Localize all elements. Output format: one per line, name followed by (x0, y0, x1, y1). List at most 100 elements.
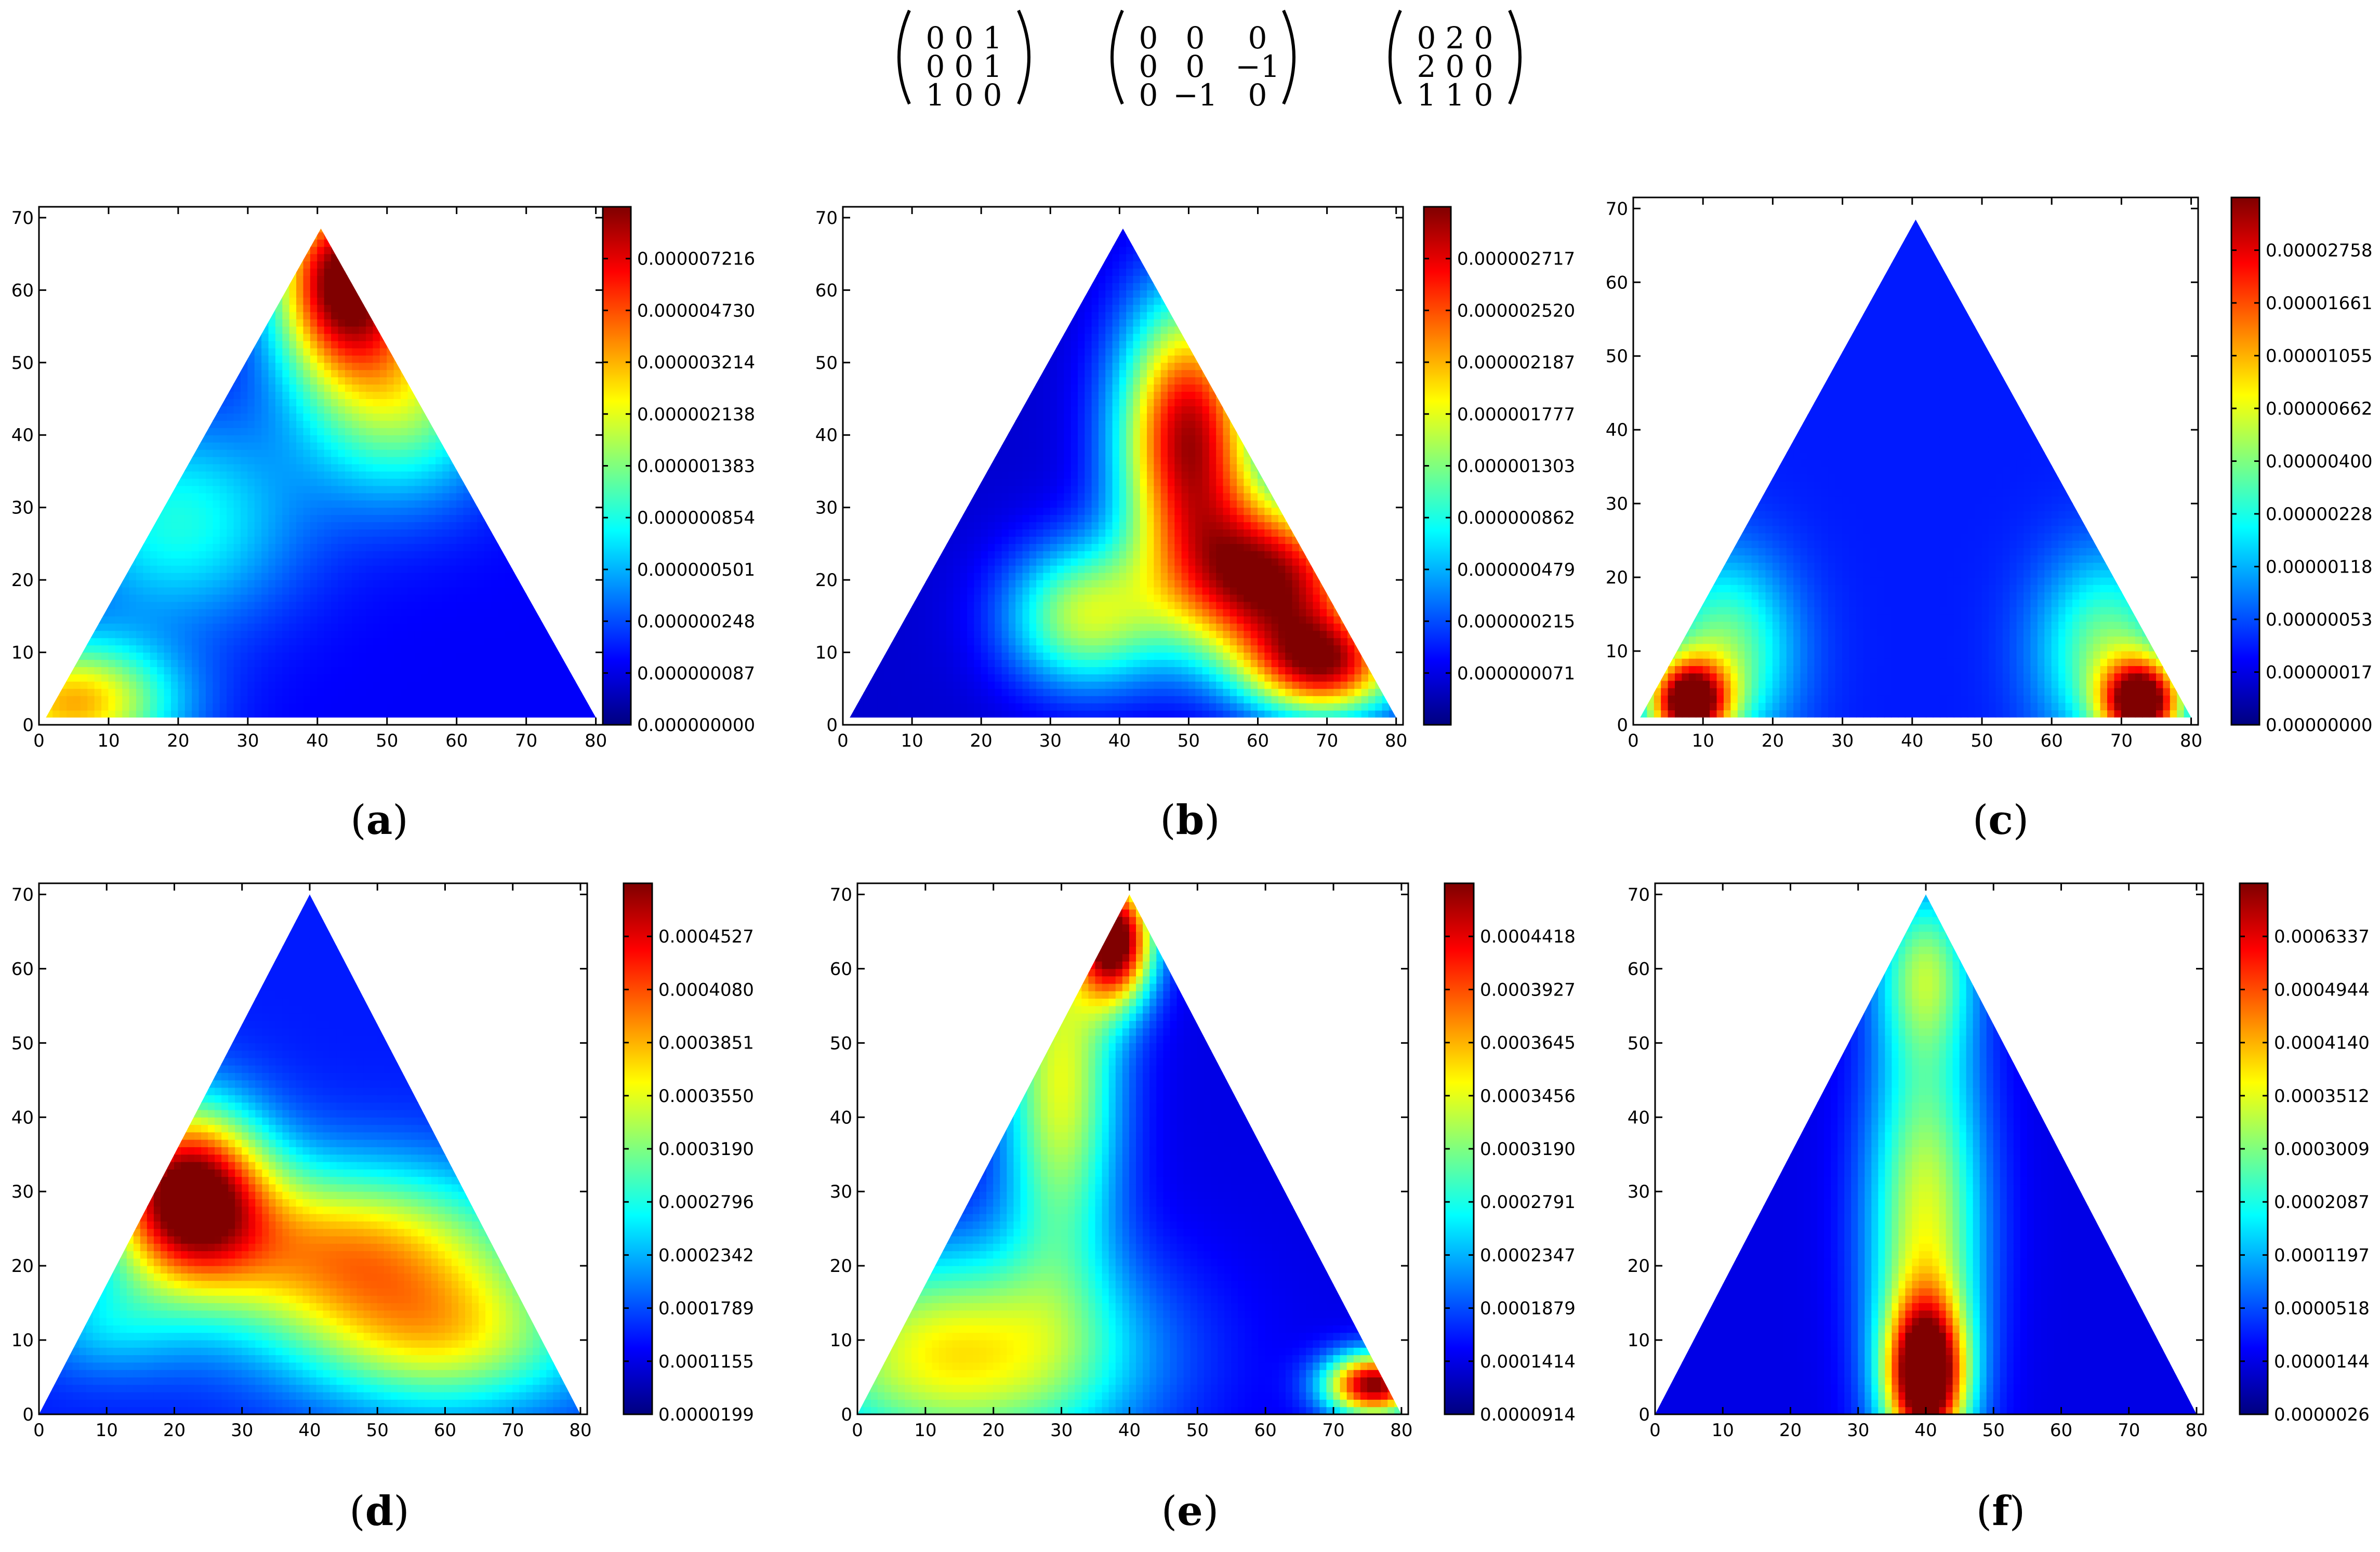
heatmap-cell (981, 550, 988, 559)
heatmap-cell (547, 702, 554, 711)
heatmap-cell (338, 507, 346, 515)
heatmap-cell (421, 522, 429, 530)
heatmap-cell (505, 601, 513, 609)
heatmap-cell (1160, 485, 1169, 494)
heatmap-cell (1008, 601, 1016, 609)
heatmap-cell (1119, 254, 1127, 262)
heatmap-cell (1022, 616, 1030, 624)
heatmap-cell (352, 638, 360, 646)
x-tick-label: 20 (167, 731, 189, 751)
heatmap-cell (1119, 399, 1127, 406)
heatmap-cell (296, 536, 304, 544)
heatmap-cell (345, 282, 353, 290)
heatmap-cell (877, 710, 885, 718)
heatmap-cell (891, 688, 898, 696)
heatmap-cell (317, 702, 325, 711)
heatmap-cell (967, 558, 975, 566)
heatmap-cell (1057, 478, 1065, 486)
heatmap-cell (1098, 289, 1106, 298)
heatmap-cell (435, 717, 443, 718)
heatmap-cell (407, 405, 415, 414)
heatmap-cell (1147, 616, 1155, 624)
heatmap-cell (463, 550, 471, 559)
heatmap-cell (1105, 514, 1113, 523)
heatmap-cell (1098, 282, 1106, 290)
heatmap-cell (1085, 297, 1092, 305)
heatmap-cell (1168, 391, 1175, 400)
heatmap-cell (275, 666, 283, 674)
heatmap-cell (108, 681, 116, 689)
heatmap-cell (939, 688, 947, 696)
heatmap-cell (296, 362, 304, 370)
heatmap-cell (1133, 369, 1141, 378)
colorbar-tick-label: 0.000003214 (637, 352, 755, 373)
heatmap-cell (289, 268, 297, 276)
heatmap-cell (1112, 326, 1120, 334)
heatmap-cell (939, 572, 947, 580)
heatmap-cell (324, 478, 332, 486)
heatmap-cell (1015, 485, 1023, 494)
heatmap-cell (352, 340, 360, 349)
heatmap-cell (1077, 362, 1086, 370)
heatmap-cell (379, 616, 388, 624)
heatmap-cell (449, 673, 457, 682)
heatmap-cell (995, 536, 1002, 544)
heatmap-cell (1174, 601, 1182, 609)
heatmap-cell (178, 673, 186, 682)
heatmap-cell (282, 471, 290, 479)
heatmap-cell (553, 645, 562, 653)
heatmap-cell (338, 638, 346, 646)
heatmap-cell (1119, 228, 1127, 233)
heatmap-cell (932, 550, 940, 559)
heatmap-cell (1085, 485, 1092, 494)
heatmap-cell (317, 377, 325, 385)
heatmap-cell (1168, 710, 1175, 718)
heatmap-cell (240, 565, 248, 573)
heatmap-cell (303, 275, 311, 283)
heatmap-cell (115, 601, 123, 609)
heatmap-cell (254, 645, 262, 653)
heatmap-cell (1008, 594, 1016, 602)
heatmap-cell (345, 463, 353, 472)
heatmap-cell (1064, 565, 1072, 573)
heatmap-cell (1070, 500, 1078, 508)
heatmap-cell (442, 702, 450, 711)
heatmap-cell (561, 652, 568, 660)
heatmap-cell (303, 326, 311, 334)
heatmap-cell (1008, 442, 1016, 450)
heatmap-cell (227, 507, 234, 515)
heatmap-cell (939, 543, 947, 551)
heatmap-cell (254, 659, 262, 667)
heatmap-cell (1181, 688, 1189, 696)
matrices-header: 0 0 10 0 11 0 00 0 00 0 −10 −1 00 2 02 0 01 1 0 (897, 9, 1522, 113)
heatmap-cell (205, 522, 214, 530)
heatmap-cell (1133, 630, 1141, 639)
heatmap-cell (282, 413, 290, 421)
heatmap-cell (387, 399, 394, 406)
heatmap-cell (1091, 529, 1099, 537)
heatmap-cell (1147, 601, 1155, 609)
heatmap-cell (1077, 638, 1086, 646)
heatmap-cell (925, 579, 933, 588)
heatmap-cell (1147, 514, 1155, 523)
heatmap-cell (282, 369, 290, 378)
heatmap-cell (967, 659, 975, 667)
heatmap-cell (352, 405, 360, 414)
heatmap-cell (261, 666, 269, 674)
matrix-cell: 1 (983, 49, 1002, 84)
heatmap-cell (1050, 500, 1058, 508)
heatmap-cell (393, 449, 402, 457)
heatmap-cell (533, 717, 540, 718)
heatmap-cell (491, 681, 499, 689)
heatmap-cell (331, 630, 339, 639)
heatmap-cell (303, 355, 311, 363)
heatmap-cell (303, 558, 311, 566)
heatmap-cell (171, 529, 179, 537)
heatmap-cell (1015, 493, 1023, 501)
heatmap-cell (254, 456, 262, 465)
heatmap-cell (387, 427, 394, 435)
heatmap-cell (1154, 652, 1161, 660)
heatmap-cell (1140, 695, 1148, 704)
heatmap-cell (199, 536, 206, 544)
